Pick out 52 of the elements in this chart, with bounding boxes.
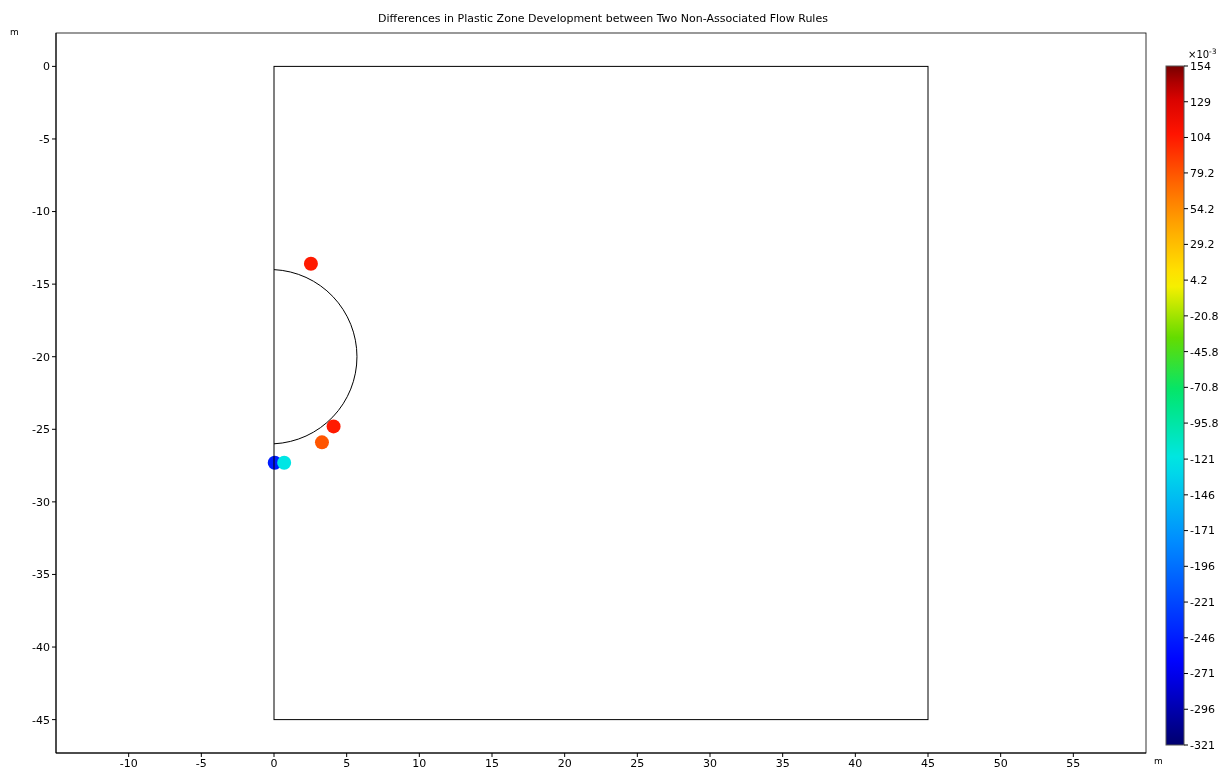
y-tick-label: -10	[32, 205, 50, 219]
x-tick-label: 30	[703, 756, 717, 770]
color-bar-label: -296	[1190, 703, 1215, 717]
chart-title: Differences in Plastic Zone Development between Two Non-Associated Flow Rules	[377, 12, 829, 25]
x-tick-label: 10	[412, 756, 427, 770]
color-bar-label: -146	[1190, 488, 1215, 502]
x-tick-label: 55	[1066, 756, 1081, 770]
point	[277, 455, 292, 470]
x-axis-title: m	[1154, 756, 1163, 766]
x-tick-label: 50	[993, 756, 1008, 770]
color-bar-label: -121	[1190, 453, 1215, 467]
color-bar-label: -45.8	[1190, 345, 1219, 359]
color-bar-label: 79.2	[1190, 166, 1215, 180]
color-bar-label: -20.8	[1190, 309, 1219, 323]
color-bar-label: 154	[1190, 59, 1211, 73]
color-bar-label: 4.2	[1190, 274, 1208, 288]
y-axis-title: m	[10, 27, 19, 37]
color-bar-title: ×10$^{-3}$	[1188, 46, 1217, 60]
y-tick-label: -20	[32, 350, 50, 364]
color-bar-label: -221	[1190, 595, 1215, 609]
x-tick-label: 40	[848, 756, 863, 770]
color-bar-label: 104	[1190, 131, 1211, 145]
y-tick-label: -35	[32, 568, 50, 582]
x-tick-label: 20	[557, 756, 572, 770]
x-tick-label: -5	[195, 756, 207, 770]
color-bar-label: 54.2	[1190, 202, 1215, 216]
x-tick-label: 25	[630, 756, 645, 770]
point	[303, 256, 318, 271]
color-bar-label: 29.2	[1190, 238, 1215, 252]
color-bar-label: -271	[1190, 667, 1215, 681]
x-tick-label: -10	[119, 756, 138, 770]
x-tick-label: 45	[921, 756, 935, 770]
color-bar-label: -70.8	[1190, 381, 1219, 395]
x-tick-label: 35	[775, 756, 790, 770]
color-bar-label: 129	[1190, 95, 1211, 109]
y-tick-label: -45	[32, 713, 50, 727]
y-tick-label: -15	[32, 278, 50, 292]
x-tick-label: 15	[485, 756, 499, 770]
y-tick-label: 0	[43, 60, 50, 74]
color-bar-label: -171	[1190, 524, 1215, 538]
color-bar-label: -196	[1190, 560, 1215, 574]
y-tick-label: -25	[32, 423, 50, 437]
x-tick-label: 5	[343, 756, 351, 770]
y-tick-label: -30	[32, 495, 50, 509]
color-bar-label: -95.8	[1190, 416, 1219, 430]
point	[314, 435, 329, 450]
y-tick-label: -5	[39, 132, 50, 146]
color-bar-label: -246	[1190, 631, 1215, 645]
x-tick-label: 0	[270, 756, 278, 770]
color-bar-label: -321	[1190, 738, 1215, 752]
point	[326, 419, 341, 434]
y-tick-label: -40	[32, 640, 50, 654]
